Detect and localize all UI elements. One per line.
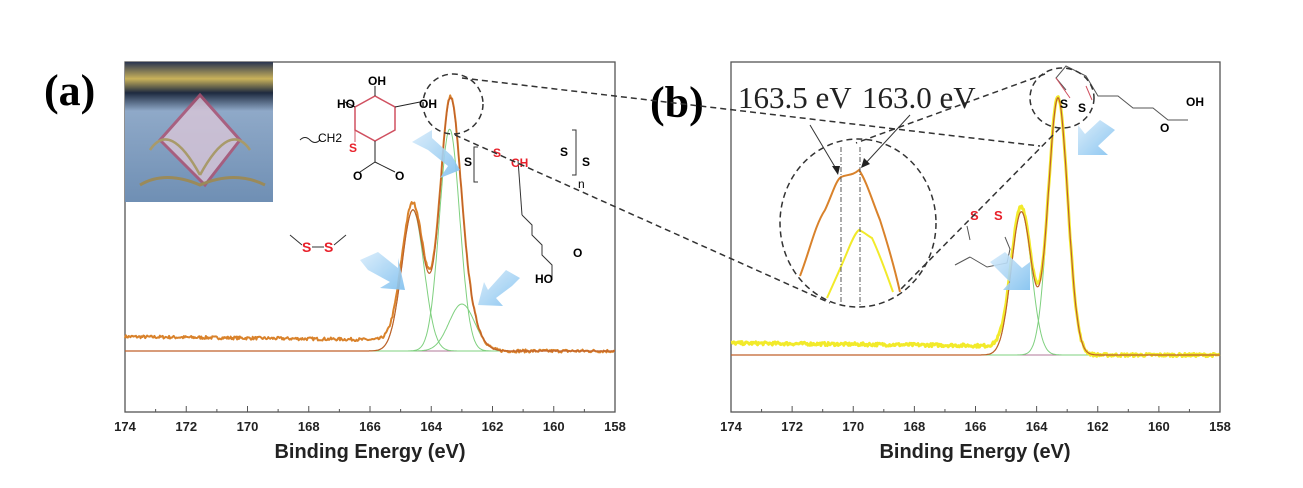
panel-label-a: (a) (44, 66, 95, 115)
fit-envelope (125, 97, 615, 352)
fit-component-164.5 (731, 211, 1220, 356)
polymer-structure-a: OH HO OH CH2 S O O S S CH S S n O HO (299, 74, 590, 286)
sample-photo (125, 62, 273, 202)
label-oh-right: OH (419, 97, 437, 111)
arrow-a2-icon (360, 252, 405, 290)
x-tick-label: 168 (904, 419, 926, 434)
x-tick-label: 162 (482, 419, 504, 434)
label-ring-s2: S (994, 208, 1003, 223)
x-tick-label: 170 (237, 419, 259, 434)
x-axis-label-b: Binding Energy (eV) (879, 441, 1070, 463)
label-o-acid: O (573, 246, 582, 260)
x-tick-label: 160 (1148, 419, 1170, 434)
x-tick-label: 172 (175, 419, 197, 434)
zoom-connectors (422, 67, 1095, 308)
label-disulfide-s2: S (324, 239, 333, 255)
label-o-carbonyl: O (353, 169, 362, 183)
inset-label-163-5: 163.5 eV (738, 80, 852, 115)
x-tick-label: 164 (420, 419, 442, 434)
plot-a: 174 172 170 168 166 164 162 160 158 (114, 94, 626, 434)
label-s-1: S (464, 155, 472, 169)
x-axis-label-a: Binding Energy (eV) (274, 441, 465, 463)
label-disulfide-s1: S (302, 239, 311, 255)
label-ho: HO (337, 97, 355, 111)
label-s-4: S (582, 155, 590, 169)
inset-orange-curve (799, 168, 901, 293)
label-oh-top: OH (368, 74, 386, 88)
label-ch2: CH2 (318, 131, 342, 145)
label-n: n (578, 177, 585, 191)
inset-label-163-0: 163.0 eV (862, 80, 976, 115)
x-tick-label: 158 (1209, 419, 1231, 434)
x-tick-label: 160 (543, 419, 565, 434)
label-s-thioether: S (349, 141, 357, 155)
arrow-b2-icon (990, 252, 1030, 290)
label-lipoic-o: O (1160, 121, 1169, 135)
experimental-spectrum (730, 95, 1221, 359)
label-ho-acid: HO (535, 272, 553, 286)
lipoic-structure-b: S S OH O (1055, 65, 1204, 135)
x-tick-label: 168 (298, 419, 320, 434)
x-tick-label: 162 (1087, 419, 1109, 434)
label-lipoic-oh: OH (1186, 95, 1204, 109)
label-ch: CH (511, 156, 528, 170)
plot-b: 174 172 170 168 166 164 162 160 158 (720, 95, 1231, 434)
label-s-3: S (560, 145, 568, 159)
x-tick-label: 166 (965, 419, 987, 434)
x-tick-label: 158 (604, 419, 626, 434)
label-lipoic-s1: S (1060, 97, 1068, 111)
inset-zoom (799, 114, 911, 305)
x-tick-label: 174 (720, 419, 742, 434)
panel-label-b: (b) (650, 78, 704, 127)
x-tick-label: 164 (1026, 419, 1048, 434)
x-tick-label: 174 (114, 419, 136, 434)
x-tick-label: 170 (842, 419, 864, 434)
label-o-ester: O (395, 169, 404, 183)
inset-yellow-curve (826, 228, 894, 299)
fit-component-163.3 (731, 97, 1220, 356)
arrow-a3-icon (478, 270, 520, 306)
arrow-a1-icon (412, 130, 460, 178)
disulfide-structure-a: S S (289, 234, 347, 255)
fit-envelope (731, 97, 1220, 356)
fit-component-163 (125, 303, 615, 352)
arrow-b1-icon (1078, 120, 1115, 155)
x-tick-label: 172 (781, 419, 803, 434)
x-tick-label: 166 (359, 419, 381, 434)
label-lipoic-s2: S (1078, 101, 1086, 115)
